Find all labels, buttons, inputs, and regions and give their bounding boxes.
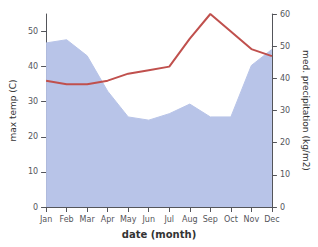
svg-text:Jul: Jul [163, 215, 174, 224]
svg-text:60: 60 [280, 10, 290, 19]
svg-text:Feb: Feb [60, 215, 74, 224]
svg-text:Mar: Mar [80, 215, 96, 224]
svg-text:Dec: Dec [264, 215, 279, 224]
svg-text:0: 0 [280, 203, 285, 212]
svg-text:Aug: Aug [182, 215, 198, 224]
svg-text:20: 20 [280, 138, 290, 147]
svg-text:0: 0 [33, 203, 38, 212]
svg-text:May: May [120, 215, 137, 224]
svg-text:30: 30 [28, 97, 38, 106]
svg-text:Apr: Apr [101, 215, 116, 224]
svg-text:Oct: Oct [224, 215, 238, 224]
svg-text:30: 30 [280, 106, 290, 115]
svg-text:10: 10 [28, 167, 38, 176]
svg-text:Jun: Jun [141, 215, 155, 224]
svg-text:Jan: Jan [39, 215, 52, 224]
svg-text:40: 40 [280, 74, 290, 83]
svg-text:20: 20 [28, 132, 38, 141]
svg-text:50: 50 [28, 27, 38, 36]
svg-text:10: 10 [280, 170, 290, 179]
svg-text:40: 40 [28, 62, 38, 71]
svg-text:max temp (C): max temp (C) [8, 79, 18, 141]
svg-text:Nov: Nov [244, 215, 260, 224]
svg-text:date (month): date (month) [122, 229, 196, 240]
svg-text:50: 50 [280, 42, 290, 51]
svg-text:med. precipitation (kg/m2): med. precipitation (kg/m2) [301, 50, 311, 171]
svg-text:Sep: Sep [203, 215, 218, 224]
